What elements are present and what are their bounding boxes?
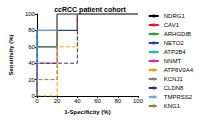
svg-text:40: 40	[74, 98, 81, 104]
svg-text:CLDN8: CLDN8	[164, 85, 184, 91]
svg-text:KCNJ1: KCNJ1	[164, 76, 184, 82]
svg-text:100: 100	[25, 11, 36, 17]
svg-text:100: 100	[133, 98, 144, 104]
svg-text:ccRCC patient cohort: ccRCC patient cohort	[54, 6, 126, 14]
svg-text:KNG1: KNG1	[164, 103, 181, 109]
svg-text:ATP2B4: ATP2B4	[164, 49, 187, 55]
svg-text:80: 80	[28, 27, 35, 33]
svg-text:20: 20	[54, 98, 61, 104]
svg-text:NDRG1: NDRG1	[164, 13, 186, 19]
svg-text:0: 0	[35, 98, 39, 104]
svg-text:60: 60	[94, 98, 101, 104]
svg-text:0: 0	[31, 93, 35, 99]
svg-text:ARHGDIB: ARHGDIB	[164, 31, 191, 37]
svg-text:ATP6V0A4: ATP6V0A4	[164, 67, 194, 73]
svg-text:20: 20	[28, 77, 35, 83]
svg-text:CAV1: CAV1	[164, 22, 180, 28]
svg-text:Sensitivity (%): Sensitivity (%)	[8, 34, 14, 75]
svg-text:NETO2: NETO2	[164, 40, 185, 46]
svg-text:80: 80	[114, 98, 121, 104]
svg-text:NNMT: NNMT	[164, 58, 182, 64]
svg-text:60: 60	[28, 44, 35, 50]
svg-text:1-Specificity (%): 1-Specificity (%)	[64, 109, 110, 115]
svg-text:TMPRSS2: TMPRSS2	[164, 94, 193, 100]
svg-text:40: 40	[28, 60, 35, 66]
